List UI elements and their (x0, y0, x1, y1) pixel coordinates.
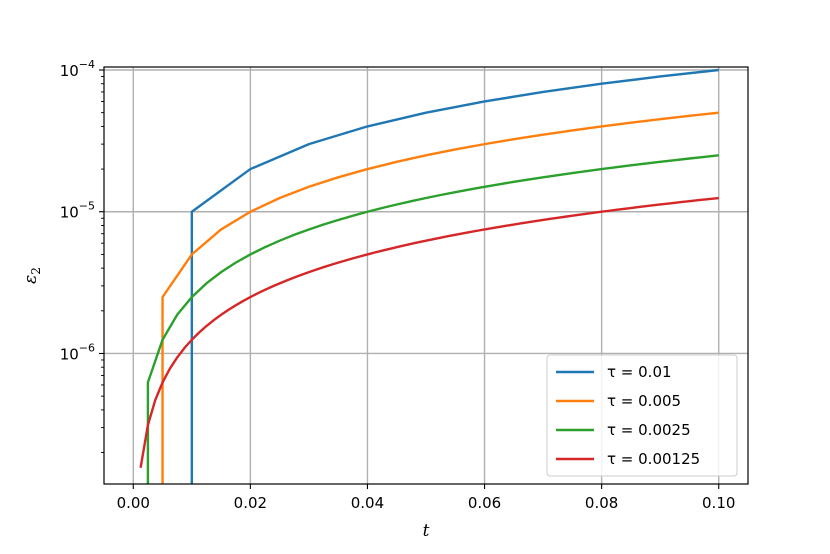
x-tick-label: 0.04 (351, 494, 384, 512)
legend-entry-label: τ = 0.00125 (607, 450, 700, 468)
series-line (161, 111, 719, 484)
legend-box (546, 354, 738, 477)
y-axis-label: ε2 (21, 267, 43, 284)
x-tick-label: 0.06 (468, 494, 501, 512)
series-line (190, 68, 719, 484)
legend-entry-label: τ = 0.005 (607, 392, 681, 410)
y-tick-label: 10−4 (60, 58, 95, 80)
legend: τ = 0.01 τ = 0.005 τ = 0.0025 τ = 0.00125 (546, 354, 738, 477)
series-group (139, 68, 719, 484)
y-tick-label: 10−6 (60, 341, 95, 363)
ticks: 0.00 0.02 0.04 0.06 0.08 0.10 10−6 10−5 10−4 (60, 58, 736, 512)
x-tick-label: 0.00 (117, 494, 150, 512)
y-axis-label-subscript: 2 (29, 267, 43, 275)
series-line (146, 154, 719, 484)
y-axis-label-symbol: ε (21, 275, 41, 284)
legend-entry-label: τ = 0.0025 (607, 421, 691, 439)
y-tick-label: 10−5 (60, 200, 95, 222)
plot-frame (103, 66, 749, 485)
x-tick-label: 0.02 (234, 494, 267, 512)
x-axis-label: t (423, 521, 430, 541)
x-tick-label: 0.08 (585, 494, 618, 512)
series-line (139, 196, 719, 468)
grid (104, 67, 748, 484)
y-axis-label-text: ε2 (21, 267, 43, 284)
x-tick-label: 0.10 (702, 494, 735, 512)
legend-entry-label: τ = 0.01 (607, 363, 672, 381)
